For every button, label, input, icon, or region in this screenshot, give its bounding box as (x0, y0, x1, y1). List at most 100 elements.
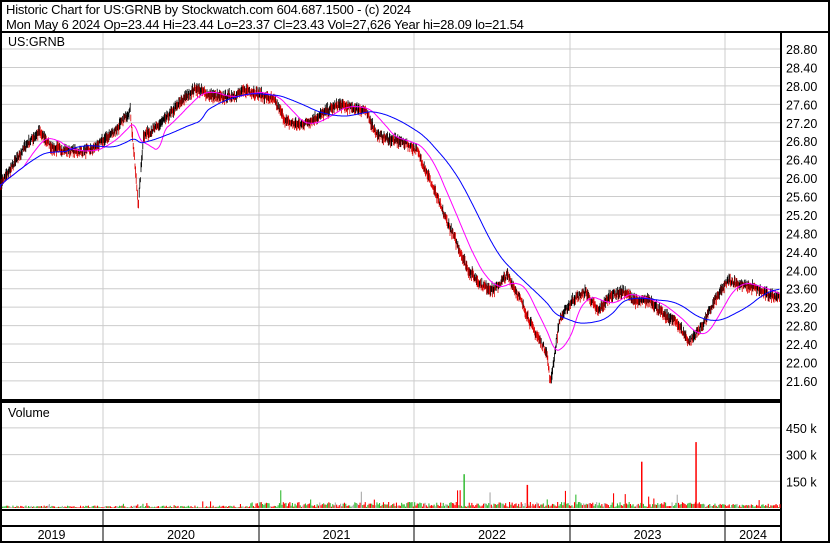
volume-bar (13, 507, 15, 508)
volume-bar (476, 503, 478, 508)
volume-bar (525, 506, 527, 508)
volume-bar (327, 503, 329, 508)
volume-bar (678, 502, 680, 508)
volume-bar (52, 506, 54, 508)
volume-bar (117, 506, 119, 508)
volume-bar (67, 505, 69, 508)
volume-bar (745, 505, 747, 508)
volume-bar (232, 506, 234, 508)
volume-bar (752, 505, 754, 508)
volume-bar (191, 507, 193, 508)
volume-bar (87, 505, 89, 508)
volume-bar (757, 505, 759, 508)
volume-bar (189, 506, 191, 508)
volume-bar (47, 505, 49, 508)
volume-bar (416, 503, 418, 508)
volume-bar (341, 506, 343, 508)
volume-bar (653, 498, 655, 508)
volume-bar (362, 505, 364, 508)
volume-bar (427, 506, 429, 508)
price-tick-label: 22.80 (786, 320, 817, 334)
volume-bar (458, 505, 460, 508)
volume-bar (22, 506, 24, 508)
volume-bar (48, 504, 50, 508)
volume-bar (758, 500, 760, 508)
volume-bar (724, 504, 726, 508)
volume-bar (675, 502, 677, 508)
volume-bar (484, 503, 486, 508)
volume-bar (375, 505, 377, 508)
volume-bar (524, 503, 526, 508)
volume-bar (470, 505, 472, 508)
volume-bar (130, 505, 132, 508)
volume-bar (135, 505, 137, 508)
volume-bar (65, 506, 67, 508)
volume-bar (355, 503, 357, 508)
chart-header: Historic Chart for US:GRNB by Stockwatch… (0, 0, 830, 32)
volume-bar (545, 505, 547, 508)
volume-bar (194, 505, 196, 508)
volume-bar (223, 505, 225, 508)
volume-bar (576, 504, 578, 508)
volume-bar (112, 507, 114, 508)
volume-bar (295, 505, 297, 508)
volume-bar (559, 504, 561, 508)
volume-bar (451, 503, 453, 508)
volume-bar (711, 506, 713, 508)
volume-bar (585, 503, 587, 508)
volume-bar (727, 505, 729, 508)
volume-bar (377, 504, 379, 508)
volume-bar (438, 506, 440, 508)
volume-bar (90, 507, 92, 508)
volume-bar (691, 503, 693, 508)
volume-bar (173, 505, 175, 508)
volume-bar (753, 506, 755, 508)
volume-bar (702, 503, 704, 508)
volume-bar (104, 506, 106, 508)
volume-bar (174, 505, 176, 508)
volume-bar (390, 505, 392, 508)
volume-bar (766, 505, 768, 508)
volume-bar (640, 502, 642, 508)
volume-bar (636, 504, 638, 508)
volume-bar (512, 505, 514, 508)
volume-bar (286, 506, 288, 508)
volume-bar (719, 503, 721, 508)
volume-bar (713, 505, 715, 508)
volume-bar (302, 505, 304, 508)
volume-bar (697, 503, 699, 508)
volume-bar (505, 503, 507, 508)
volume-bar (20, 505, 22, 508)
volume-bar (154, 506, 156, 508)
volume-bar (447, 505, 449, 508)
volume-bar (601, 504, 603, 508)
volume-bar (89, 507, 91, 508)
volume-bar (254, 506, 256, 508)
volume-bar (277, 505, 279, 508)
price-tick-label: 24.80 (786, 227, 817, 241)
volume-bar (432, 505, 434, 508)
volume-bar (356, 503, 358, 508)
volume-bar (715, 505, 717, 508)
volume-bar (204, 506, 206, 508)
volume-tick-label: 450 k (786, 422, 817, 436)
volume-bar (229, 505, 231, 508)
volume-bar (349, 505, 351, 508)
volume-bar (63, 507, 65, 508)
volume-bar (627, 504, 629, 508)
volume-bar (583, 503, 585, 508)
volume-bar (268, 503, 270, 508)
volume-bar (557, 502, 559, 508)
volume-bar (587, 504, 589, 508)
volume-bar (221, 505, 223, 508)
volume-bar (624, 494, 626, 508)
volume-bar (629, 504, 631, 508)
volume-bar (281, 504, 283, 508)
volume-bar (185, 506, 187, 508)
volume-bar (385, 504, 387, 508)
volume-bar (555, 506, 557, 508)
volume-bar (503, 505, 505, 508)
volume-bar (600, 505, 602, 508)
volume-bar (16, 505, 18, 508)
volume-bar (613, 493, 615, 508)
